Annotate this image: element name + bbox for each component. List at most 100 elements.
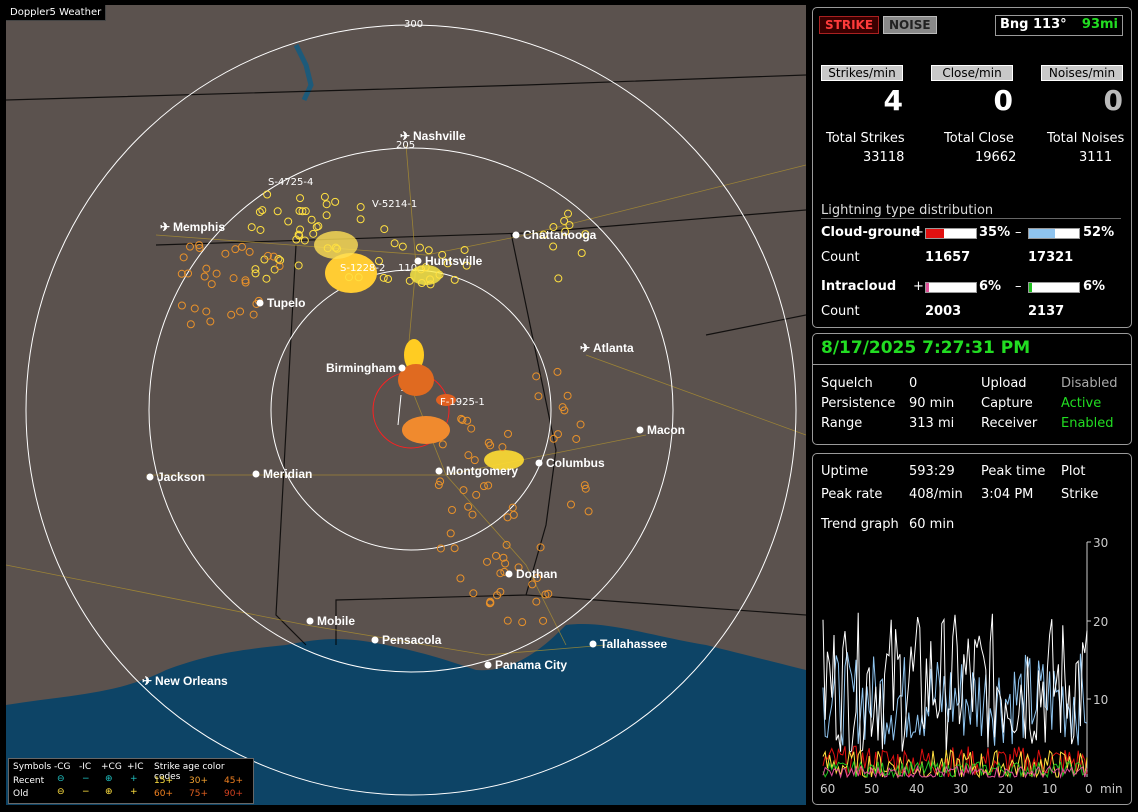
city-dot-icon bbox=[484, 661, 492, 669]
city-dot-icon bbox=[256, 299, 264, 307]
city-label: Dothan bbox=[516, 567, 557, 581]
strike-symbol bbox=[457, 414, 466, 423]
range-label-110: 110 bbox=[398, 263, 417, 274]
strike-symbol bbox=[435, 270, 444, 279]
strike-symbol bbox=[424, 246, 433, 255]
trend-series-line bbox=[822, 652, 1088, 746]
strike-symbol bbox=[236, 307, 245, 316]
y-tick: 10 bbox=[1093, 693, 1108, 707]
settings-info-panel: 8/17/2025 7:27:31 PM Squelch 0 Upload Di… bbox=[812, 333, 1132, 445]
city-dot-icon bbox=[371, 636, 379, 644]
strike-symbol bbox=[434, 481, 443, 490]
strike-symbol bbox=[294, 230, 303, 239]
city-label: Tallahassee bbox=[600, 637, 667, 651]
close-per-min-label: Close/min bbox=[931, 65, 1013, 81]
strike-symbol bbox=[322, 211, 331, 220]
airplane-icon: ✈ bbox=[160, 220, 170, 234]
strike-symbol bbox=[549, 223, 558, 232]
strike-symbol bbox=[202, 307, 211, 316]
y-tick: 20 bbox=[1093, 615, 1108, 629]
strikes-per-min-value: 4 bbox=[883, 84, 903, 117]
strike-symbol bbox=[294, 261, 303, 270]
peak-rate-value: 408/min bbox=[909, 487, 963, 502]
strike-symbol bbox=[200, 272, 209, 281]
strike-symbol bbox=[186, 320, 195, 329]
marker-label: F-1925-1 bbox=[440, 397, 485, 408]
trend-series-line bbox=[822, 764, 1088, 779]
strike-symbol bbox=[314, 222, 323, 231]
strike-symbol bbox=[221, 249, 230, 258]
ic-pos-pct: 6% bbox=[979, 279, 1002, 294]
legend-age-label: Strike age color codes bbox=[154, 762, 225, 782]
strike-symbol bbox=[398, 242, 407, 251]
strike-symbol bbox=[580, 481, 589, 490]
strike-symbol bbox=[356, 215, 365, 224]
strike-symbol bbox=[184, 269, 193, 278]
trend-series-line bbox=[822, 759, 1088, 779]
range-label: Range bbox=[821, 416, 863, 431]
strike-symbol bbox=[462, 261, 471, 270]
strike-symbol bbox=[560, 216, 569, 225]
legend-age: 45+ bbox=[224, 776, 243, 786]
airplane-icon: ✈ bbox=[580, 341, 590, 355]
strike-symbol bbox=[572, 434, 581, 443]
legend-old-label: Old bbox=[13, 789, 29, 799]
legend-col: +IC bbox=[127, 762, 144, 772]
trend-series-line bbox=[822, 612, 1088, 754]
strike-symbol bbox=[486, 441, 495, 450]
cloud-ground-label: Cloud-ground bbox=[821, 225, 921, 240]
minus-icon: – bbox=[1015, 279, 1022, 294]
strike-symbol bbox=[229, 274, 238, 283]
strike-symbol bbox=[483, 557, 492, 566]
strike-symbol bbox=[553, 430, 562, 439]
strike-symbol bbox=[501, 559, 510, 568]
strike-symbol bbox=[245, 247, 254, 256]
strike-mode-button[interactable]: STRIKE bbox=[819, 16, 880, 34]
plot-value[interactable]: Strike bbox=[1061, 487, 1099, 502]
strike-symbol bbox=[496, 569, 505, 578]
cg-count-label: Count bbox=[821, 250, 860, 265]
legend-age: 90+ bbox=[224, 789, 243, 799]
city-marker: ✈ Nashville bbox=[400, 129, 466, 143]
strike-symbol bbox=[379, 273, 388, 282]
strike-symbol bbox=[179, 253, 188, 262]
strike-symbol bbox=[296, 225, 305, 234]
upload-label: Upload bbox=[981, 376, 1027, 391]
city-label: Nashville bbox=[413, 129, 466, 143]
noises-per-min-value: 0 bbox=[1103, 84, 1123, 117]
x-tick: 10 bbox=[1042, 782, 1057, 796]
strike-symbol bbox=[472, 490, 481, 499]
ic-count-label: Count bbox=[821, 304, 860, 319]
cg-pos-bar-fill bbox=[926, 229, 944, 238]
city-marker: Pensacola bbox=[371, 633, 442, 647]
strike-symbol bbox=[390, 239, 399, 248]
strike-symbol bbox=[284, 217, 293, 226]
strike-symbol bbox=[532, 372, 541, 381]
noise-mode-button[interactable]: NOISE bbox=[883, 16, 937, 34]
radar-map[interactable]: 300 205 110 15 ✈Nashville✈MemphisChattan… bbox=[6, 5, 806, 805]
legend-age: 75+ bbox=[189, 789, 208, 799]
strike-symbol bbox=[320, 192, 329, 201]
strike-symbol bbox=[544, 589, 553, 598]
legend-age: 60+ bbox=[154, 789, 173, 799]
datetime-display: 8/17/2025 7:27:31 PM bbox=[821, 338, 1031, 358]
strike-symbol bbox=[374, 257, 383, 266]
city-marker: Mobile bbox=[306, 614, 355, 628]
strike-symbol bbox=[333, 244, 342, 253]
city-marker: Jackson bbox=[146, 470, 205, 484]
strike-symbol bbox=[533, 573, 542, 582]
city-label: Memphis bbox=[173, 220, 225, 234]
city-marker: ✈ New Orleans bbox=[142, 674, 228, 688]
peak-time-label: Peak time bbox=[981, 464, 1046, 479]
strike-symbol bbox=[354, 273, 363, 282]
city-dot-icon bbox=[636, 426, 644, 434]
ic-pos-bar-fill bbox=[926, 283, 929, 292]
strike-symbol bbox=[292, 235, 301, 244]
city-marker: Montgomery bbox=[435, 464, 518, 478]
strike-symbol bbox=[273, 207, 282, 216]
neg-ic-symbol-icon: − bbox=[82, 787, 90, 797]
receiver-value: Enabled bbox=[1061, 416, 1114, 431]
strike-symbol bbox=[502, 540, 511, 549]
trend-series-line bbox=[822, 745, 1088, 779]
cg-neg-count: 17321 bbox=[1028, 250, 1074, 265]
